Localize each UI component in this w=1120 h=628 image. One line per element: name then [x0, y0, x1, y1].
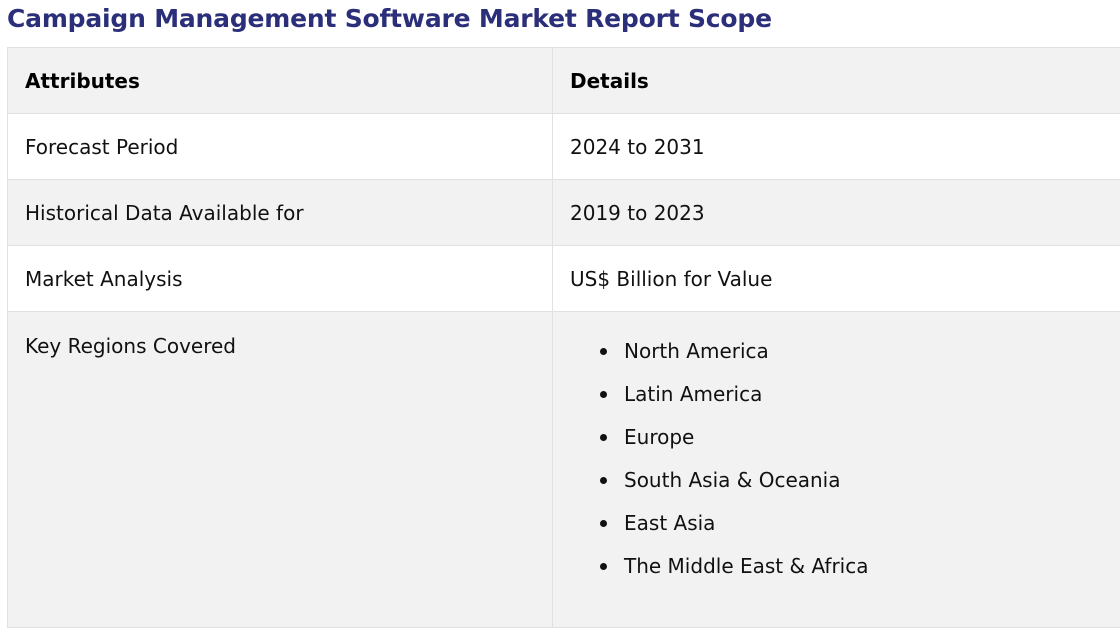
region-list: North America Latin America Europe South…: [570, 312, 1120, 591]
list-item: Europe: [600, 419, 1120, 462]
bullet-icon: [600, 477, 607, 484]
bullet-icon: [600, 391, 607, 398]
table-row-historical-data: Historical Data Available for 2019 to 20…: [7, 179, 1120, 246]
table-row-forecast-period: Forecast Period 2024 to 2031: [7, 113, 1120, 180]
bullet-icon: [600, 520, 607, 527]
attribute-cell: Forecast Period: [7, 113, 553, 180]
bullet-icon: [600, 348, 607, 355]
details-column-header: Details: [552, 47, 1120, 114]
region-name: The Middle East & Africa: [624, 554, 869, 578]
list-item: South Asia & Oceania: [600, 462, 1120, 505]
page-title: Campaign Management Software Market Repo…: [7, 4, 772, 33]
detail-cell: North America Latin America Europe South…: [552, 311, 1120, 628]
list-item: The Middle East & Africa: [600, 548, 1120, 591]
region-name: North America: [624, 339, 769, 363]
region-name: East Asia: [624, 511, 716, 535]
list-item: East Asia: [600, 505, 1120, 548]
region-name: South Asia & Oceania: [624, 468, 841, 492]
detail-cell: US$ Billion for Value: [552, 245, 1120, 312]
region-name: Latin America: [624, 382, 763, 406]
region-name: Europe: [624, 425, 695, 449]
table-row-market-analysis: Market Analysis US$ Billion for Value: [7, 245, 1120, 312]
bullet-icon: [600, 434, 607, 441]
attribute-cell: Key Regions Covered: [7, 311, 553, 628]
detail-cell: 2019 to 2023: [552, 179, 1120, 246]
key-regions-label: Key Regions Covered: [25, 334, 236, 358]
attribute-cell: Historical Data Available for: [7, 179, 553, 246]
table-row-key-regions: Key Regions Covered North America Latin …: [7, 311, 1120, 628]
detail-cell: 2024 to 2031: [552, 113, 1120, 180]
list-item: North America: [600, 333, 1120, 376]
report-scope-table: Attributes Details Forecast Period 2024 …: [7, 47, 1120, 628]
list-item: Latin America: [600, 376, 1120, 419]
attribute-cell: Market Analysis: [7, 245, 553, 312]
attributes-column-header: Attributes: [7, 47, 553, 114]
table-header-row: Attributes Details: [7, 47, 1120, 114]
bullet-icon: [600, 563, 607, 570]
